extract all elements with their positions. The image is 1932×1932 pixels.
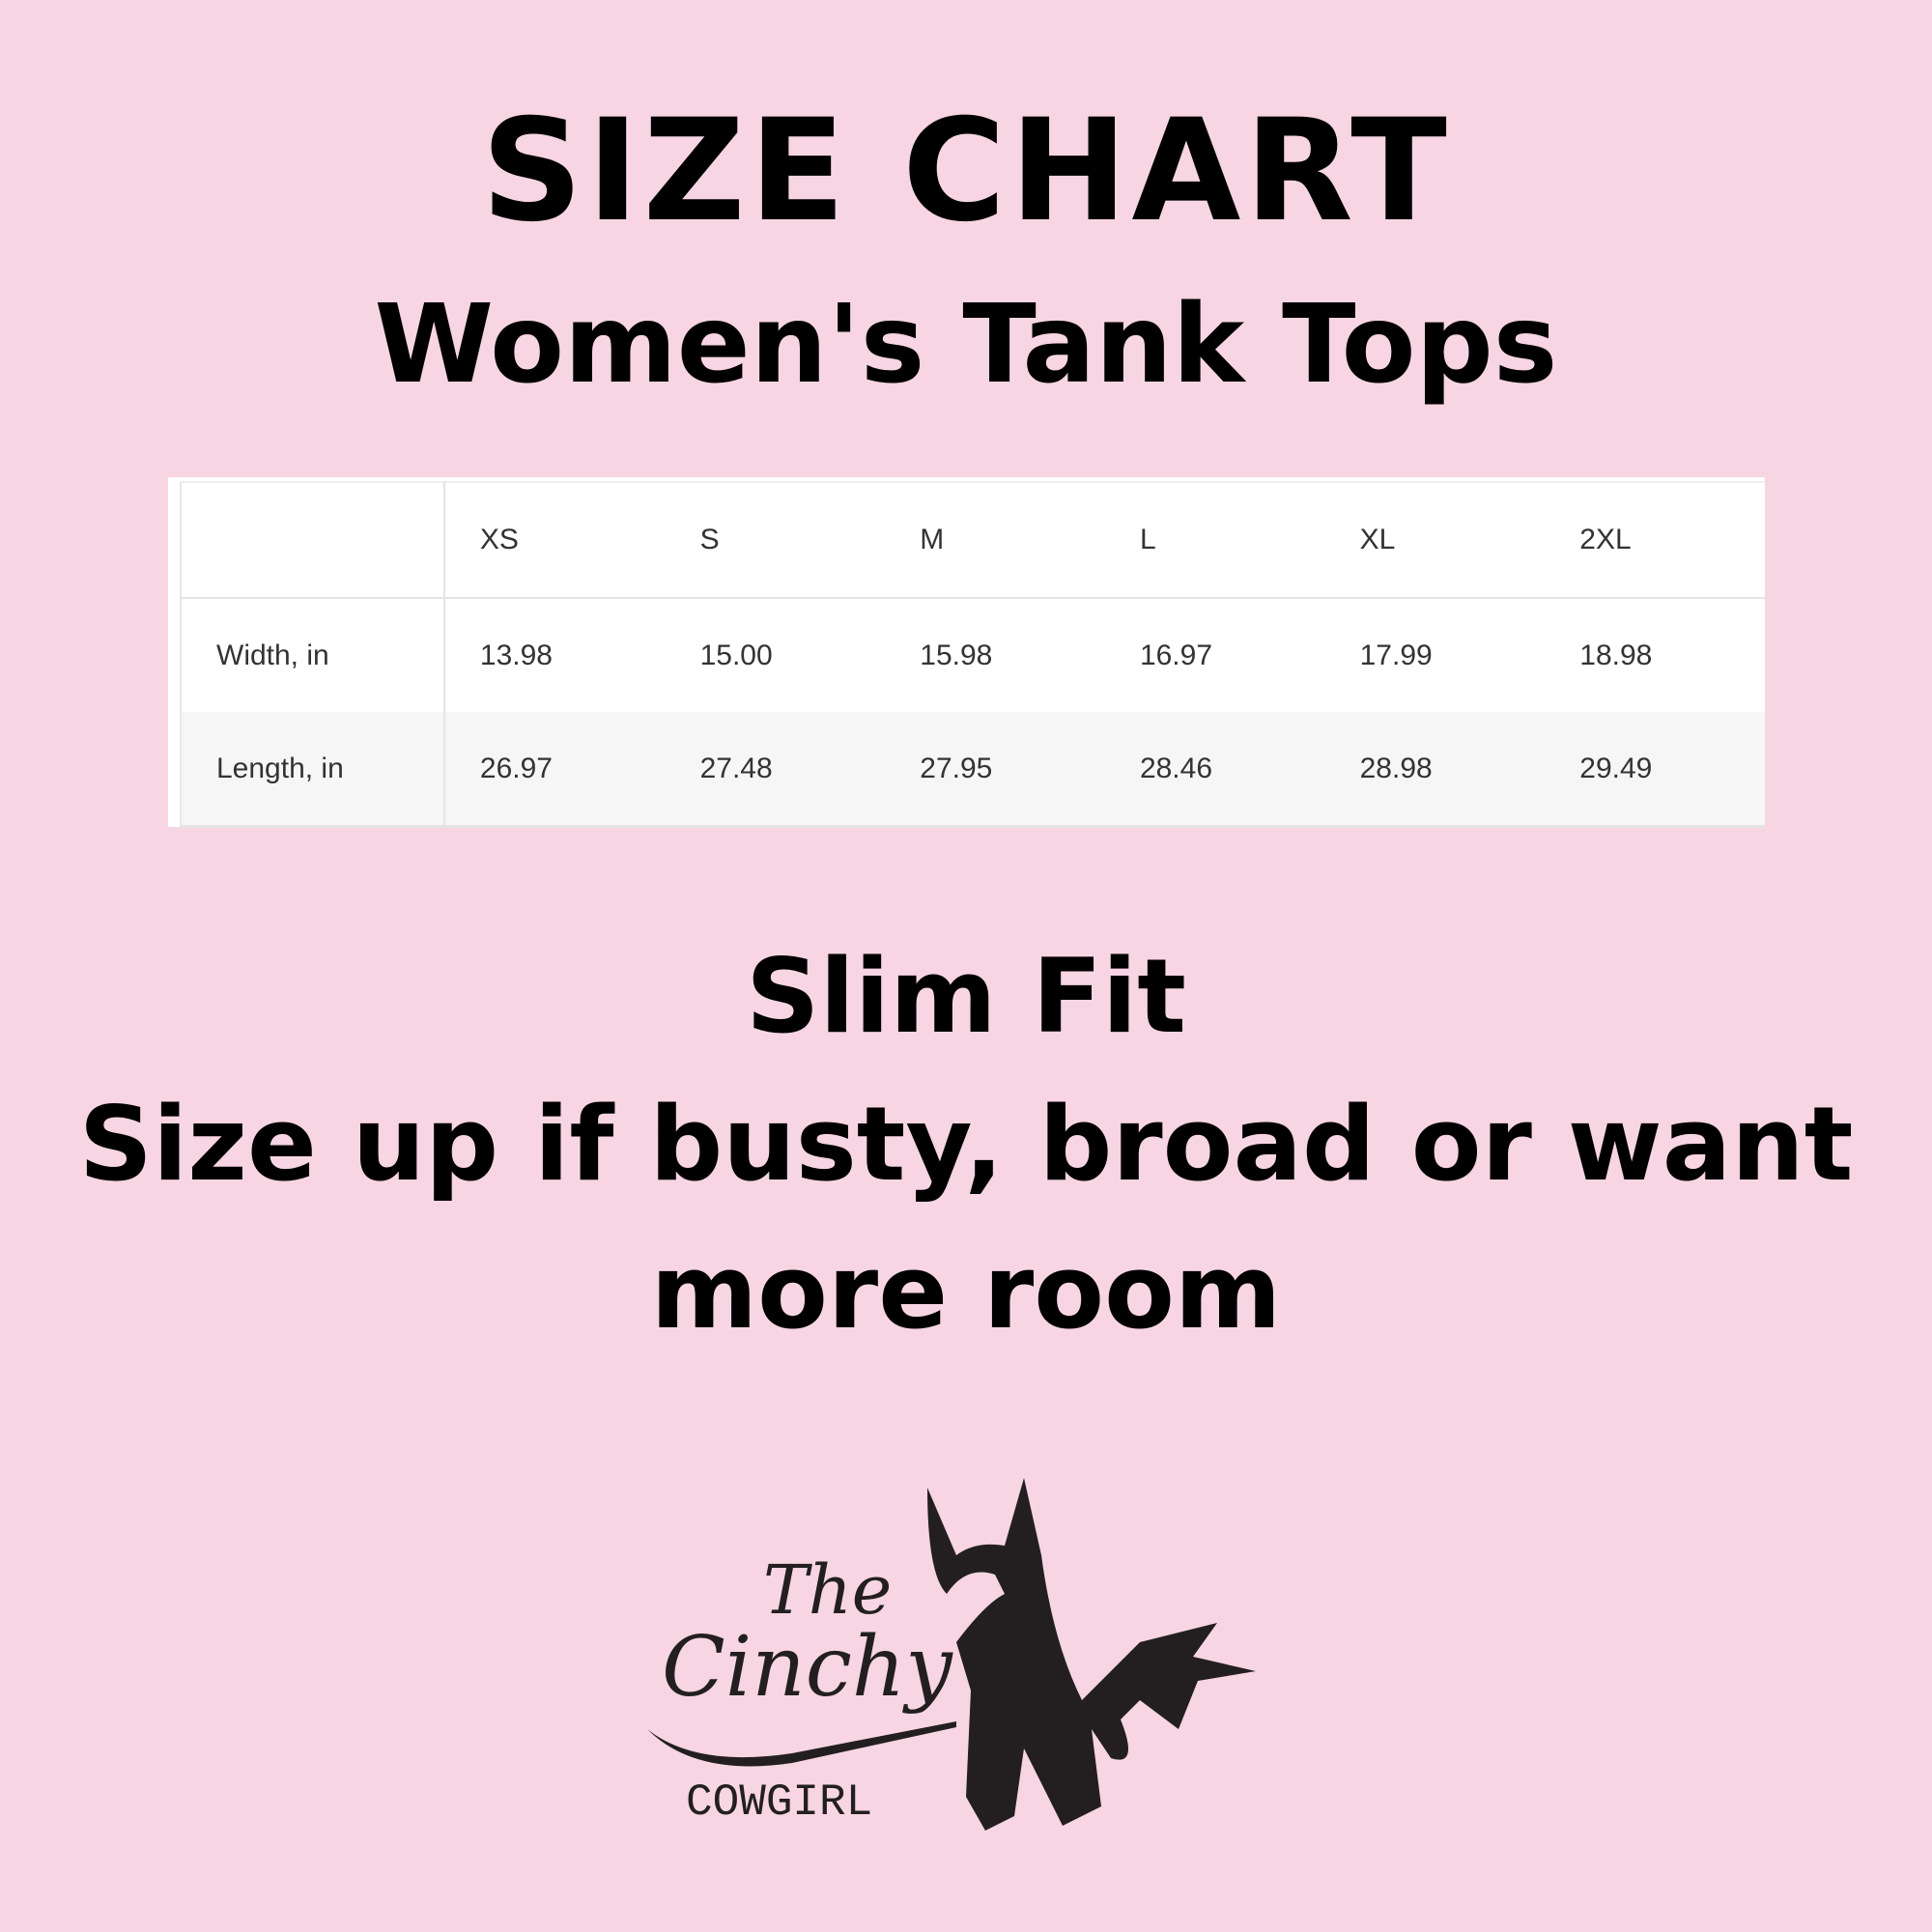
- row-label: Width, in: [181, 598, 445, 712]
- header-cell: XS: [443, 482, 666, 599]
- size-table-container: XS S M L XL 2XL Width, in 13.98 15.00 15…: [168, 477, 1765, 828]
- fit-label: Slim Fit: [746, 937, 1186, 1056]
- row-label: Length, in: [181, 712, 445, 827]
- table-row: Width, in 13.98 15.00 15.98 16.97 17.99 …: [181, 598, 1765, 712]
- header-cell: XL: [1324, 482, 1546, 599]
- table-cell: 28.98: [1324, 712, 1546, 827]
- header-cell: L: [1104, 482, 1325, 599]
- table-cell: 18.98: [1579, 639, 1653, 671]
- page-title: SIZE CHART: [481, 89, 1451, 253]
- table-cell: 15.00: [699, 639, 773, 671]
- table-cell: 28.46: [1104, 712, 1325, 827]
- table-cell: 27.48: [665, 712, 886, 827]
- table-cell: 17.99: [1359, 639, 1433, 671]
- table-cell: 26.97: [443, 712, 666, 827]
- advice-line: more room: [650, 1233, 1282, 1351]
- table-row: Length, in 26.97 27.48 27.95 28.46 28.98…: [181, 712, 1765, 827]
- page-subtitle: Women's Tank Tops: [374, 282, 1558, 408]
- logo-text-cinchy: Cinchy: [662, 1619, 953, 1716]
- table-cell: 13.98: [479, 639, 553, 671]
- header-cell: M: [885, 482, 1105, 599]
- brand-logo: The Cinchy COWGIRL: [647, 1478, 1256, 1831]
- header-cell: 2XL: [1545, 482, 1765, 599]
- table-cell: 16.97: [1139, 639, 1213, 671]
- logo-text-the: The: [763, 1550, 892, 1630]
- header-cell: [181, 482, 445, 599]
- logo-text-cowgirl: COWGIRL: [686, 1777, 872, 1828]
- table-cell: 15.98: [920, 639, 993, 671]
- advice-line: Size up if busty, broad or want: [78, 1085, 1854, 1204]
- logo-swoosh: [647, 1721, 956, 1767]
- table-header-row: XS S M L XL 2XL: [181, 482, 1765, 599]
- horse-head-icon: [927, 1478, 1256, 1831]
- header-cell: S: [665, 482, 886, 599]
- table-cell: 29.49: [1545, 712, 1765, 827]
- fit-notes: Slim Fit Size up if busty, broad or want…: [0, 923, 1932, 1366]
- size-table: XS S M L XL 2XL Width, in 13.98 15.00 15…: [180, 481, 1765, 828]
- table-cell: 27.95: [885, 712, 1105, 827]
